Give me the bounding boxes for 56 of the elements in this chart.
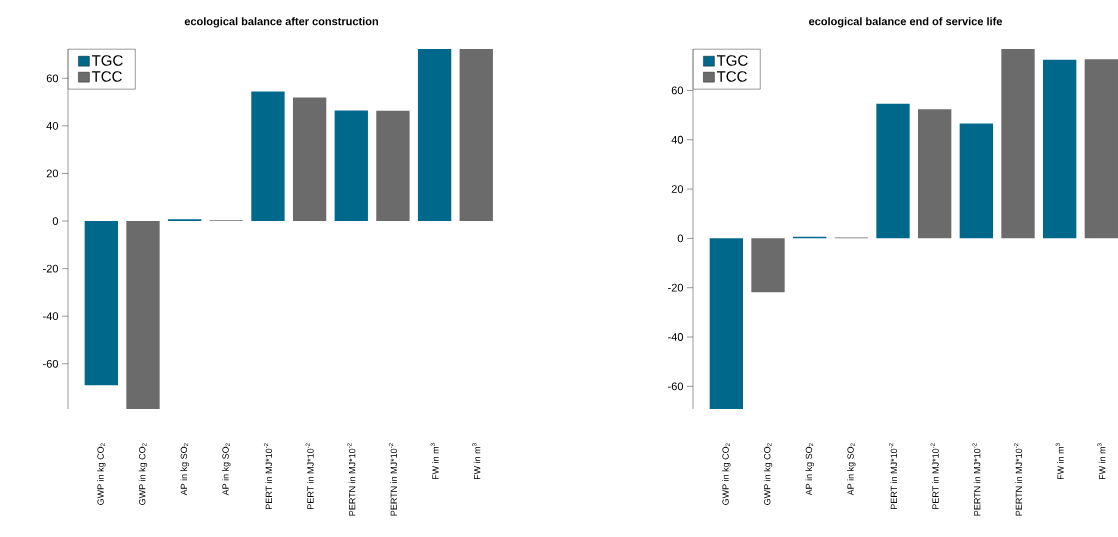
- x-tick-label: AP in kg SO$_{2}$: [847, 443, 856, 496]
- x-tick-label: FW in m$^{3}$: [430, 443, 439, 480]
- bar: [459, 49, 493, 222]
- y-tick-label: 20: [46, 169, 59, 178]
- y-tick-label: 60: [46, 74, 59, 83]
- x-tick-label: PERTN in MJ*10$^{-2}$: [1013, 443, 1023, 516]
- bar: [959, 123, 994, 239]
- x-tick-label: GWP in kg CO$_{2}$: [97, 443, 106, 505]
- y-tick-label: -60: [43, 359, 59, 368]
- x-tick-label: GWP in kg CO$_{2}$: [763, 443, 773, 505]
- x-tick-label: GWP in kg CO$_{2}$: [722, 443, 731, 505]
- bar: [126, 221, 160, 409]
- chart-title: ecological balance end of service life: [809, 17, 1003, 28]
- bar: [1001, 49, 1035, 239]
- x-tick-label: FW in m$^{3}$: [472, 443, 481, 480]
- y-tick-label: 40: [46, 121, 59, 130]
- x-tick-label: PERTN in MJ*10$^{-2}$: [388, 443, 397, 516]
- x-tick-label: FW in m$^{3}$: [1097, 443, 1106, 480]
- y-tick-label: 0: [52, 217, 59, 225]
- y-tick-label: 40: [671, 135, 684, 144]
- y-tick-label: -40: [668, 333, 684, 341]
- chart-title: ecological balance after construction: [184, 17, 379, 28]
- bar: [918, 109, 952, 239]
- bar: [334, 110, 368, 222]
- bar: [292, 97, 327, 222]
- x-tick-label: GWP in kg CO$_{2}$: [138, 443, 148, 505]
- legend-label: TGC: [91, 55, 123, 66]
- y-tick-label: 20: [671, 185, 684, 193]
- bar: [1084, 59, 1118, 239]
- x-tick-label: PERT in MJ*10$^{-2}$: [263, 443, 273, 509]
- bar: [251, 91, 285, 222]
- bar: [417, 49, 452, 222]
- x-tick-label: PERT in MJ*10$^{-2}$: [930, 443, 939, 509]
- y-tick-label: 60: [671, 86, 684, 95]
- y-tick-label: -40: [43, 312, 59, 321]
- bar: [709, 238, 743, 409]
- bar: [876, 103, 910, 239]
- bar: [376, 110, 410, 222]
- legend-label: TCC: [716, 71, 747, 82]
- legend-label: TCC: [91, 71, 122, 82]
- x-tick-label: FW in m$^{3}$: [1055, 443, 1064, 480]
- y-tick-label: 0: [677, 234, 684, 243]
- x-tick-label: PERTN in MJ*10$^{-2}$: [972, 443, 981, 516]
- y-tick-label: -60: [668, 382, 684, 391]
- x-tick-label: AP in kg SO$_{2}$: [222, 443, 231, 496]
- y-tick-label: -20: [43, 264, 59, 273]
- x-tick-label: PERTN in MJ*10$^{-2}$: [347, 443, 356, 516]
- x-tick-label: AP in kg SO$_{2}$: [805, 443, 814, 496]
- x-tick-label: AP in kg SO$_{2}$: [180, 443, 189, 496]
- x-tick-label: PERT in MJ*10$^{-2}$: [888, 443, 898, 509]
- bar: [1043, 59, 1077, 239]
- legend-label: TGC: [716, 55, 748, 66]
- bar: [751, 238, 785, 293]
- y-tick-label: -20: [668, 283, 684, 292]
- x-tick-label: PERT in MJ*10$^{-2}$: [305, 443, 314, 509]
- bar: [84, 221, 118, 386]
